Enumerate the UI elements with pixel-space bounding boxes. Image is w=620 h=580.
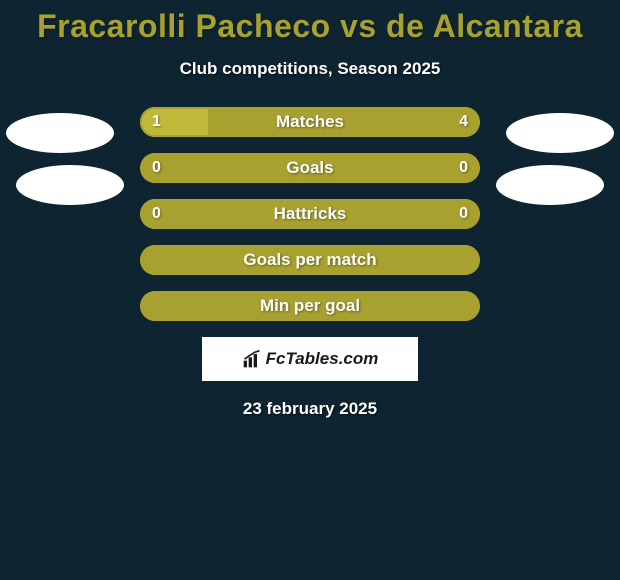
bar-row: Goals per match <box>140 245 480 275</box>
bar-row: 14Matches <box>140 107 480 137</box>
bars-container: 14Matches 00Goals 00Hattricks Goals per mat… <box>140 107 480 321</box>
brand-box: FcTables.com <box>202 337 418 381</box>
bar-label: Goals <box>140 153 480 183</box>
comparison-chart: 14Matches 00Goals 00Hattricks Goals per mat… <box>0 107 620 419</box>
date-line: 23 february 2025 <box>0 399 620 419</box>
player-left-avatar-2 <box>16 165 124 205</box>
brand-text: FcTables.com <box>266 349 379 369</box>
bar-label: Matches <box>140 107 480 137</box>
page-title: Fracarolli Pacheco vs de Alcantara <box>0 0 620 45</box>
brand-chart-icon <box>242 349 262 369</box>
player-right-avatar-2 <box>496 165 604 205</box>
player-right-avatar-1 <box>506 113 614 153</box>
bar-row: 00Hattricks <box>140 199 480 229</box>
subtitle: Club competitions, Season 2025 <box>0 59 620 79</box>
bar-label: Hattricks <box>140 199 480 229</box>
bar-label: Min per goal <box>140 291 480 321</box>
bar-row: 00Goals <box>140 153 480 183</box>
bar-label: Goals per match <box>140 245 480 275</box>
bar-row: Min per goal <box>140 291 480 321</box>
player-left-avatar-1 <box>6 113 114 153</box>
